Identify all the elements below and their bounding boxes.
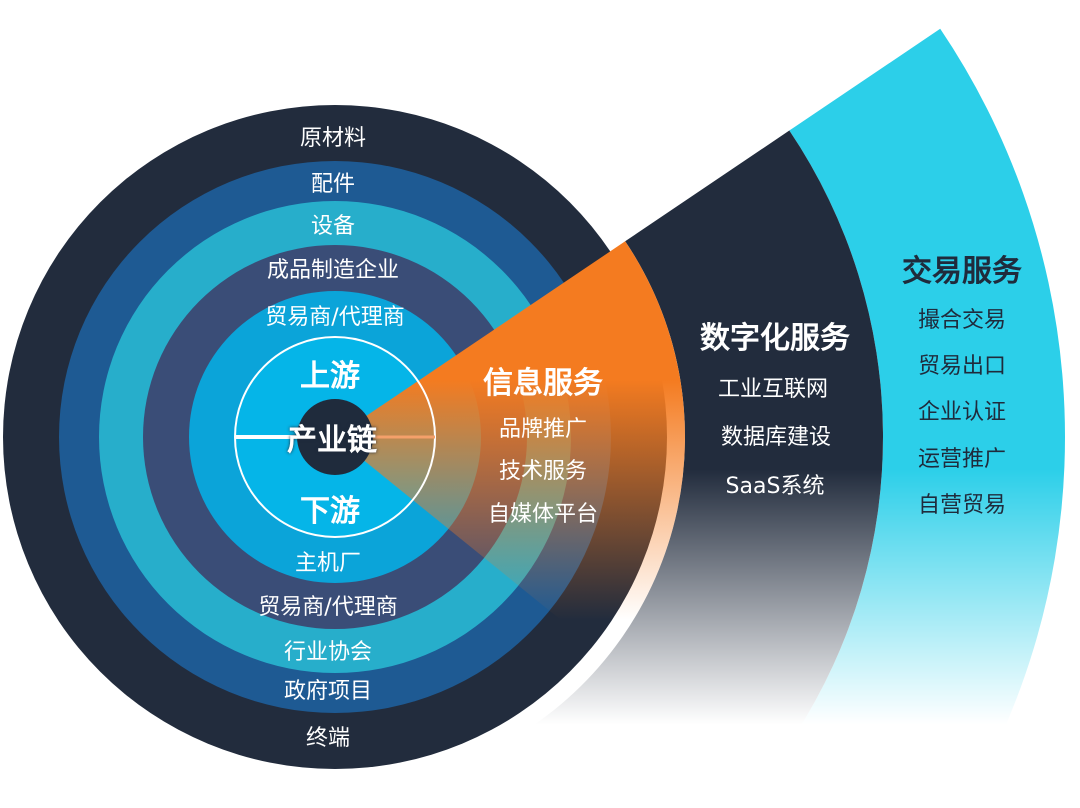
upstream-label: 上游	[300, 359, 360, 394]
ring-label-parts: 配件	[310, 172, 356, 197]
digital-service-item: 工业互联网	[717, 377, 829, 402]
digital-service-item: 数据库建设	[720, 425, 832, 450]
digital-service-title: 数字化服务	[700, 321, 850, 356]
core-disc	[297, 399, 373, 475]
trade-service-title: 交易服务	[902, 254, 1022, 289]
info-service-item: 技术服务	[498, 459, 588, 484]
trade-service-item: 贸易出口	[917, 354, 1007, 379]
trade-service-item: 运营推广	[917, 447, 1007, 472]
trade-service-item: 企业认证	[917, 400, 1007, 425]
ring-label-government: 政府项目	[283, 679, 373, 704]
ring-label-associations: 行业协会	[283, 640, 373, 665]
downstream-label: 下游	[300, 494, 360, 529]
digital-service-item: SaaS系统	[725, 474, 825, 499]
ring-label-equipment: 设备	[310, 214, 356, 239]
digital-service-band	[518, 130, 883, 736]
ring-label-traders-upstream: 贸易商/代理商	[265, 305, 405, 330]
ring-label-raw-materials: 原材料	[299, 126, 367, 151]
ring-label-oem: 主机厂	[294, 551, 362, 576]
core-label: 产业链	[287, 423, 377, 458]
trade-service-item: 撮合交易	[917, 308, 1007, 333]
trade-service-item: 自营贸易	[917, 493, 1007, 518]
trade-service-band	[789, 28, 1065, 735]
ring-label-terminal: 终端	[305, 726, 351, 751]
info-service-item: 品牌推广	[498, 417, 588, 442]
ring-label-manufacturers: 成品制造企业	[266, 258, 400, 283]
info-service-title: 信息服务	[483, 366, 603, 401]
info-service-sector	[335, 241, 685, 658]
info-service-item: 自媒体平台	[487, 502, 599, 527]
ring-label-traders-downstream: 贸易商/代理商	[258, 595, 398, 620]
